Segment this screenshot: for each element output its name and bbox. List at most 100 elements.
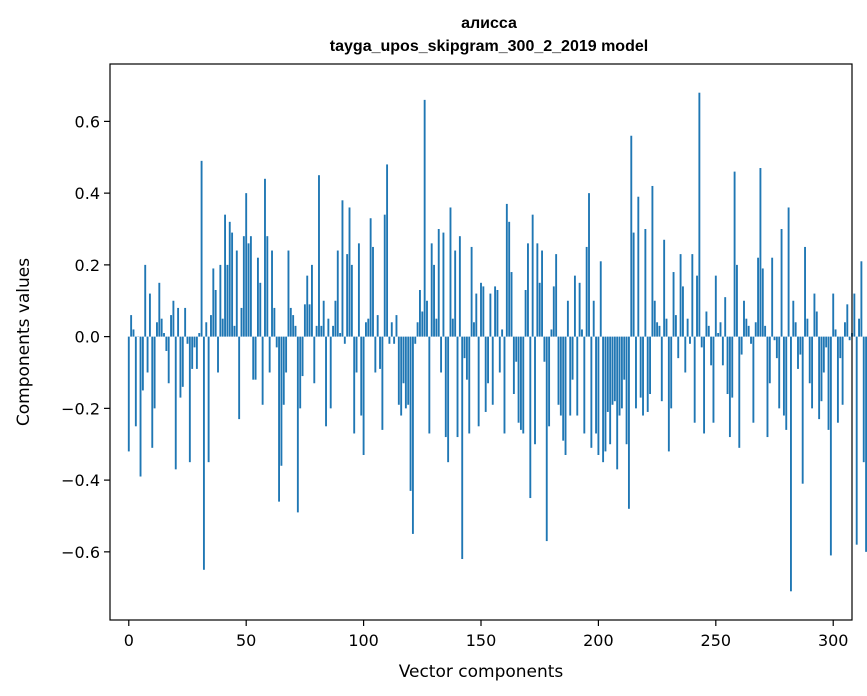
bar-64 xyxy=(278,336,280,502)
bar-287 xyxy=(801,336,804,484)
bar-30 xyxy=(198,333,201,337)
bar-201 xyxy=(599,261,602,337)
bar-97 xyxy=(355,336,358,373)
bar-70 xyxy=(292,315,295,337)
bar-309 xyxy=(853,293,856,337)
bar-183 xyxy=(557,336,560,405)
bar-215 xyxy=(632,232,635,337)
bar-98 xyxy=(357,243,360,337)
bar-271 xyxy=(764,325,767,337)
bar-243 xyxy=(698,92,701,337)
bar-53 xyxy=(252,336,255,380)
bar-111 xyxy=(388,336,391,344)
bar-305 xyxy=(844,322,846,337)
bar-68 xyxy=(287,250,290,337)
bar-199 xyxy=(595,336,597,434)
bar-187 xyxy=(566,300,569,337)
bar-180 xyxy=(550,329,553,337)
bar-131 xyxy=(435,318,438,337)
bar-40 xyxy=(221,318,224,337)
bar-291 xyxy=(811,336,814,409)
x-tick-label: 0 xyxy=(124,631,134,650)
bar-6 xyxy=(141,336,144,391)
bar-235 xyxy=(679,254,682,337)
bar-105 xyxy=(374,336,377,373)
bar-82 xyxy=(320,325,323,337)
bar-282 xyxy=(790,336,792,592)
bar-156 xyxy=(494,286,497,337)
bar-196 xyxy=(588,193,590,337)
bar-19 xyxy=(172,300,175,337)
bar-48 xyxy=(240,307,243,337)
bar-286 xyxy=(799,336,802,355)
bar-100 xyxy=(362,336,365,455)
bar-47 xyxy=(238,336,241,420)
bar-102 xyxy=(367,318,370,337)
bar-261 xyxy=(740,336,743,355)
bar-177 xyxy=(543,336,546,362)
bar-83 xyxy=(322,300,325,337)
bar-163 xyxy=(510,272,513,337)
bar-171 xyxy=(529,336,532,499)
bar-270 xyxy=(761,268,764,337)
bar-205 xyxy=(609,336,612,445)
bar-114 xyxy=(395,315,398,337)
bar-170 xyxy=(527,243,529,337)
bar-112 xyxy=(390,322,393,337)
bar-251 xyxy=(717,333,720,337)
bar-119 xyxy=(407,336,410,405)
bar-27 xyxy=(191,336,194,369)
bar-260 xyxy=(738,336,741,448)
x-tick-label: 100 xyxy=(348,631,379,650)
bar-166 xyxy=(517,336,520,423)
bar-252 xyxy=(719,322,722,337)
bar-9 xyxy=(148,293,151,337)
bar-109 xyxy=(383,214,386,337)
bar-57 xyxy=(261,336,264,405)
bar-122 xyxy=(414,336,417,344)
bar-274 xyxy=(771,257,774,337)
bar-3 xyxy=(134,336,137,427)
bar-69 xyxy=(289,307,292,337)
bar-0 xyxy=(127,336,130,452)
y-tick-label: −0.4 xyxy=(61,471,100,490)
bar-184 xyxy=(559,336,562,416)
bar-269 xyxy=(759,168,762,337)
bar-259 xyxy=(736,264,738,337)
bar-15 xyxy=(163,333,165,337)
bar-61 xyxy=(271,250,273,337)
bar-95 xyxy=(350,264,353,337)
bar-65 xyxy=(280,336,283,466)
bar-7 xyxy=(144,264,147,337)
bar-307 xyxy=(848,336,851,341)
x-tick-label: 200 xyxy=(583,631,614,650)
bar-41 xyxy=(224,214,226,337)
bar-135 xyxy=(444,336,447,438)
bar-1 xyxy=(130,315,133,337)
bar-229 xyxy=(665,318,668,337)
bar-34 xyxy=(207,336,210,463)
bar-181 xyxy=(552,286,555,337)
bar-277 xyxy=(778,336,781,409)
bar-226 xyxy=(658,325,661,337)
bar-290 xyxy=(808,336,811,384)
bar-162 xyxy=(508,221,511,337)
bar-185 xyxy=(562,336,565,441)
bar-289 xyxy=(806,318,809,337)
bar-74 xyxy=(301,336,304,377)
bar-108 xyxy=(381,336,384,430)
bar-79 xyxy=(313,336,316,384)
bar-16 xyxy=(165,336,168,351)
bar-299 xyxy=(829,336,832,556)
bar-38 xyxy=(217,336,219,373)
bar-12 xyxy=(156,322,158,337)
x-axis-ticks: 0 50 100 150 200 250 300 xyxy=(124,620,848,650)
bar-193 xyxy=(581,329,583,337)
bar-81 xyxy=(318,175,320,337)
bar-297 xyxy=(825,336,828,348)
bar-149 xyxy=(477,336,480,427)
bar-222 xyxy=(649,336,651,395)
bar-87 xyxy=(332,325,335,337)
bar-210 xyxy=(620,336,623,409)
bar-130 xyxy=(433,264,435,337)
